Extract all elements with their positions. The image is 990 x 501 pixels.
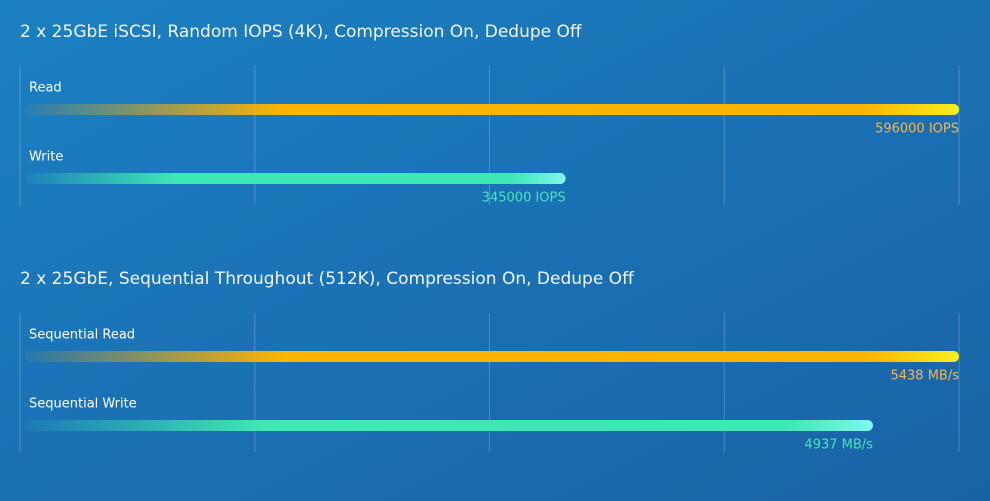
- category-label: Sequential Read: [29, 328, 135, 343]
- category-label: Sequential Write: [29, 397, 137, 412]
- chart-title: 2 x 25GbE iSCSI, Random IOPS (4K), Compr…: [20, 22, 583, 42]
- category-label: Write: [29, 150, 63, 165]
- bar: [25, 420, 873, 431]
- category-label: Read: [29, 81, 62, 96]
- value-label: 5438 MB/s: [890, 369, 959, 384]
- value-label: 596000 IOPS: [875, 122, 959, 137]
- bar: [25, 351, 959, 362]
- chart-title: 2 x 25GbE, Sequential Throughout (512K),…: [20, 269, 635, 289]
- value-label: 345000 IOPS: [482, 191, 566, 206]
- bar: [25, 104, 959, 115]
- value-label: 4937 MB/s: [804, 438, 873, 453]
- bar: [25, 173, 566, 184]
